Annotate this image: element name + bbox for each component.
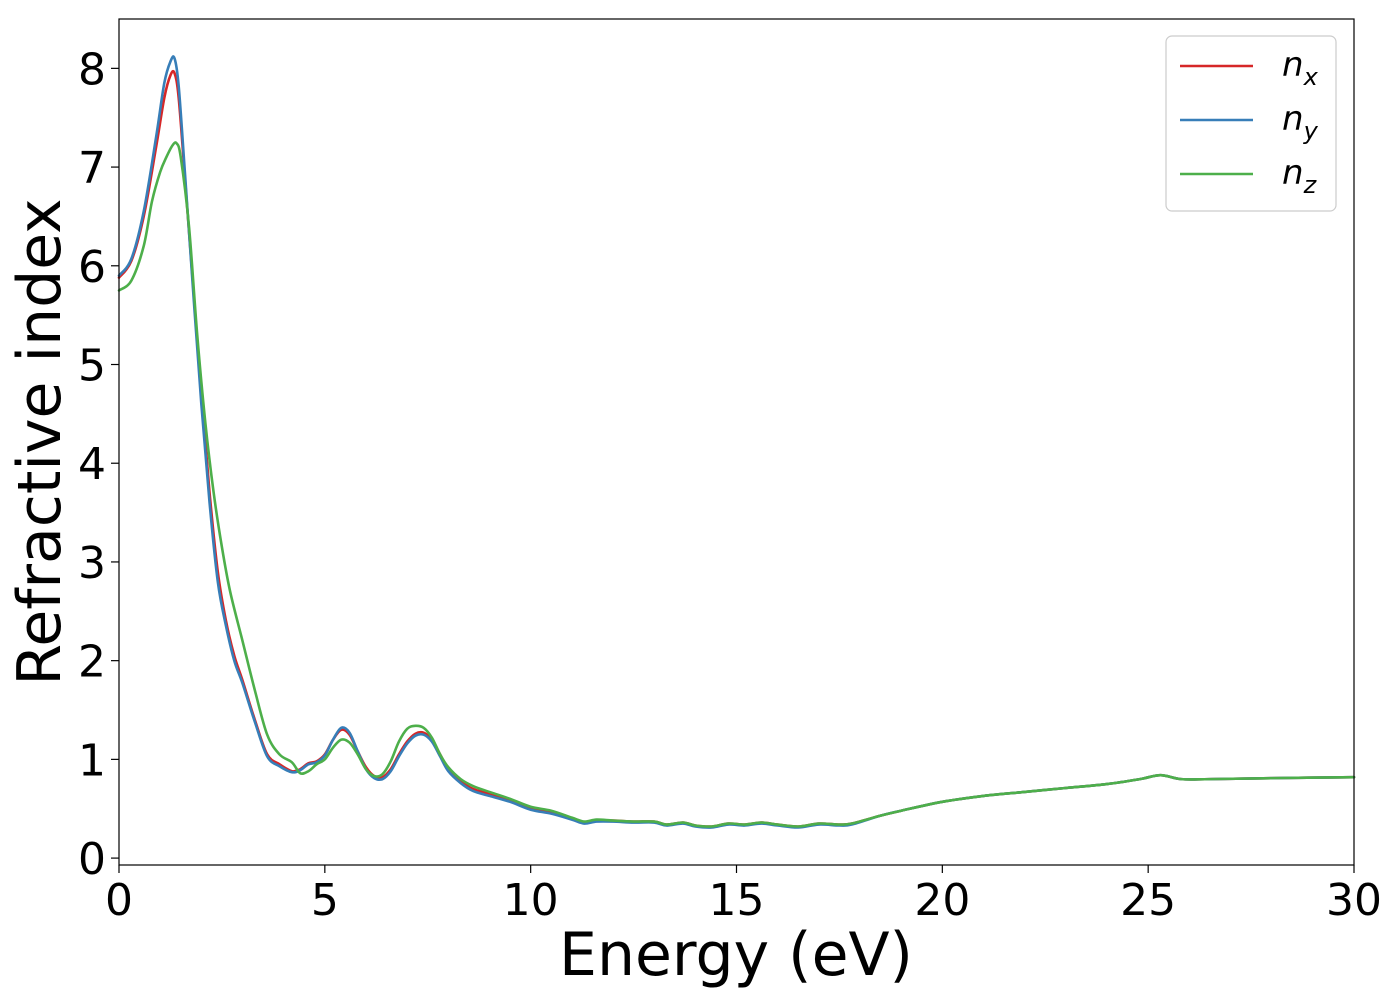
y-tick-label: 0 (78, 834, 106, 885)
y-tick-label: 1 (78, 735, 106, 786)
x-axis-label: Energy (eV) (559, 920, 913, 990)
y-tick-label: 4 (78, 439, 106, 490)
series-layer (117, 55, 1356, 829)
y-tick-label: 5 (78, 341, 106, 392)
legend-label-z: nz (1282, 153, 1318, 199)
legend: nx ny nz (1165, 35, 1337, 212)
y-axis-ticks: 0 1 2 3 4 5 6 7 8 (78, 44, 119, 885)
legend-label-x: nx (1282, 45, 1319, 91)
y-tick-label: 6 (78, 242, 106, 293)
x-tick-label: 30 (1326, 875, 1382, 926)
legend-frame (1165, 35, 1337, 212)
x-tick-label: 20 (914, 875, 970, 926)
y-tick-label: 7 (78, 143, 106, 194)
y-axis-label: Refractive index (5, 198, 75, 685)
x-axis-ticks: 0 5 10 15 20 25 30 (105, 865, 1382, 926)
x-tick-label: 25 (1120, 875, 1176, 926)
legend-label-y: ny (1282, 99, 1319, 145)
x-tick-label: 10 (503, 875, 559, 926)
x-tick-label: 5 (311, 875, 339, 926)
y-tick-label: 3 (78, 538, 106, 589)
y-tick-label: 2 (78, 637, 106, 688)
y-tick-label: 8 (78, 44, 106, 95)
series-line-z (117, 141, 1356, 828)
x-tick-label: 0 (105, 875, 133, 926)
x-tick-label: 15 (709, 875, 765, 926)
